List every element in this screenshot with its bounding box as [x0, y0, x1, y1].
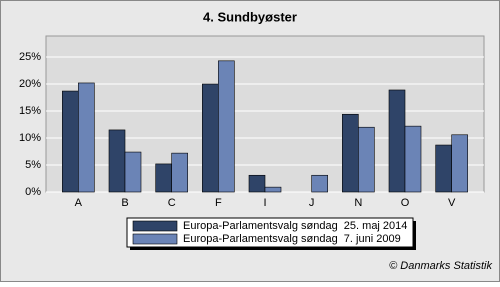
bar — [248, 174, 266, 193]
legend-swatch — [132, 233, 178, 245]
y-tick-label: 10% — [19, 132, 41, 144]
y-tick-label: 5% — [25, 159, 41, 171]
bar — [108, 129, 126, 193]
y-tick-label: 15% — [19, 105, 41, 117]
bar — [358, 126, 375, 193]
x-tick-label: B — [121, 197, 128, 209]
bar — [404, 125, 422, 193]
bar — [311, 174, 328, 193]
bar — [155, 163, 172, 193]
bar — [124, 151, 142, 193]
bar — [218, 60, 235, 193]
x-tick-label: F — [215, 197, 222, 209]
x-tick-label: A — [75, 197, 83, 209]
bar — [451, 134, 468, 193]
x-tick-label: I — [263, 197, 266, 209]
y-tick-label: 20% — [19, 78, 41, 90]
bar — [78, 82, 95, 193]
x-tick-label: J — [309, 197, 315, 209]
legend-label: Europa-Parlamentsvalg søndag 25. maj 201… — [183, 220, 407, 232]
x-tick-label: V — [448, 197, 456, 209]
legend-label: Europa-Parlamentsvalg søndag 7. juni 200… — [183, 233, 401, 245]
legend-swatch — [132, 220, 178, 232]
bar — [342, 113, 359, 193]
x-tick-label: C — [168, 197, 176, 209]
bar — [62, 90, 79, 193]
x-tick-label: O — [401, 197, 410, 209]
chart-title: 4. Sundbyøster — [203, 9, 297, 24]
y-tick-label: 25% — [19, 51, 41, 63]
bar — [388, 89, 406, 193]
y-tick-label: 0% — [25, 186, 41, 198]
bar — [171, 152, 188, 193]
x-tick-label: N — [354, 197, 362, 209]
bar — [435, 144, 452, 193]
bar — [264, 186, 282, 193]
bar — [202, 83, 219, 193]
copyright: © Danmarks Statistik — [389, 260, 492, 272]
